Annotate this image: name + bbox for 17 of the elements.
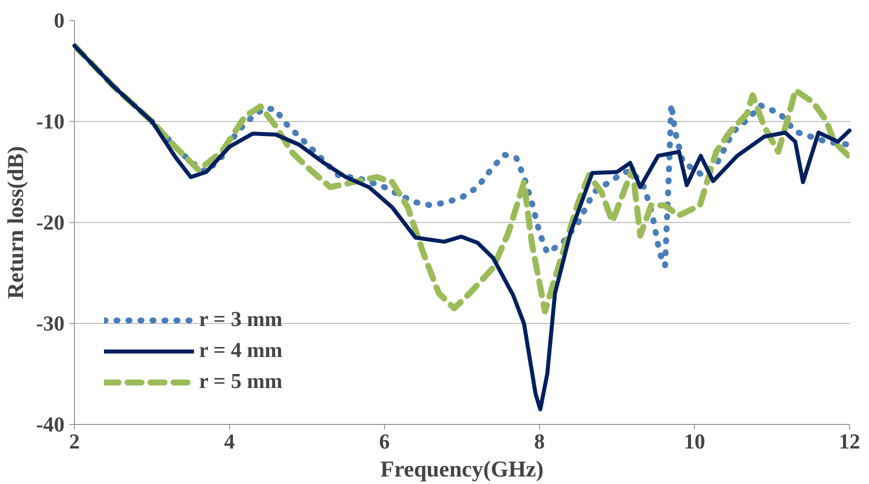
y-axis-title: Return loss(dB) <box>3 146 28 299</box>
legend-label: r = 5 mm <box>199 369 282 394</box>
y-tick-label: 0 <box>54 8 65 32</box>
x-tick-label: 6 <box>379 430 390 454</box>
legend-label: r = 4 mm <box>199 338 282 363</box>
x-axis-title: Frequency(GHz) <box>380 456 544 482</box>
x-tick-label: 8 <box>534 430 545 454</box>
y-tick-label: -10 <box>36 110 65 134</box>
y-tick-label: -20 <box>36 210 65 234</box>
x-tick-label: 2 <box>69 430 80 454</box>
y-tick-label: -30 <box>36 312 65 336</box>
x-tick-label: 12 <box>838 430 860 454</box>
y-tick-label: -40 <box>36 412 65 436</box>
x-tick-label: 10 <box>684 430 706 454</box>
x-tick-label: 4 <box>224 430 236 454</box>
legend-label: r = 3 mm <box>199 307 282 332</box>
line-series <box>72 44 852 412</box>
